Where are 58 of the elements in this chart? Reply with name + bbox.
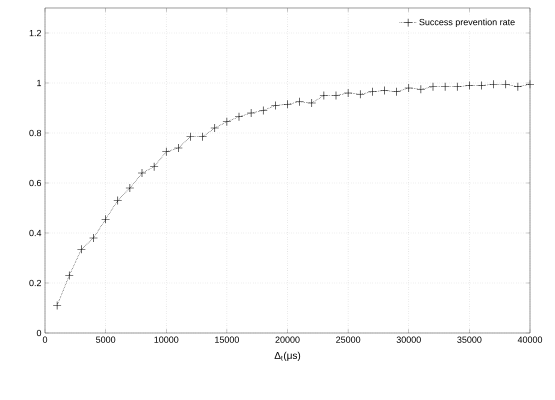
x-tick-label: 10000 [154, 336, 178, 343]
point [258, 106, 268, 115]
point [113, 196, 122, 205]
point [126, 184, 134, 192]
point [52, 301, 62, 310]
point [477, 81, 486, 90]
point [283, 100, 292, 109]
point [526, 80, 534, 89]
point [465, 81, 474, 90]
point [392, 87, 401, 96]
point [380, 86, 389, 95]
point [452, 82, 462, 92]
point [332, 91, 340, 100]
x-tick-label: 5000 [96, 336, 116, 343]
point [344, 88, 352, 98]
point [514, 82, 522, 92]
point [307, 98, 316, 108]
x-tick-label: 15000 [215, 336, 239, 343]
point [440, 82, 450, 92]
x-tick-label: 25000 [336, 336, 360, 343]
point [101, 214, 110, 224]
x-tick-label: 0 [42, 336, 48, 343]
y-tick-label: 0.2 [29, 280, 42, 286]
point [295, 97, 304, 106]
point [416, 84, 426, 94]
point [64, 271, 74, 280]
y-tick-label: 0 [36, 330, 42, 336]
point [489, 80, 498, 89]
point [89, 234, 98, 242]
x-tick-label: 30000 [396, 336, 421, 343]
point [222, 117, 232, 126]
point [77, 244, 86, 254]
point [320, 91, 328, 100]
y-tick-label: 1 [37, 80, 42, 86]
point [271, 101, 280, 110]
point [356, 90, 365, 99]
point [501, 80, 510, 89]
y-tick-label: 1.2 [30, 30, 42, 36]
point [198, 132, 207, 142]
legend-label: Success prevention rate [419, 18, 515, 28]
x-tick-label: 20000 [275, 336, 300, 343]
x-tick-label: 40000 [518, 336, 542, 343]
point [368, 87, 377, 96]
y-tick-label: 0.6 [29, 180, 42, 186]
point [234, 112, 244, 122]
point [428, 82, 438, 92]
x-tick-label: 35000 [457, 336, 482, 343]
point [174, 144, 183, 152]
y-tick-label: 0.4 [29, 230, 42, 236]
point [210, 124, 220, 132]
point [404, 84, 414, 92]
x-axis-title: Δ$_{t}$(μs) [274, 352, 300, 361]
point [186, 132, 195, 142]
point [138, 168, 146, 178]
point [246, 108, 256, 118]
point [150, 162, 158, 172]
y-tick-label: 0.8 [29, 130, 42, 136]
point [162, 147, 171, 156]
